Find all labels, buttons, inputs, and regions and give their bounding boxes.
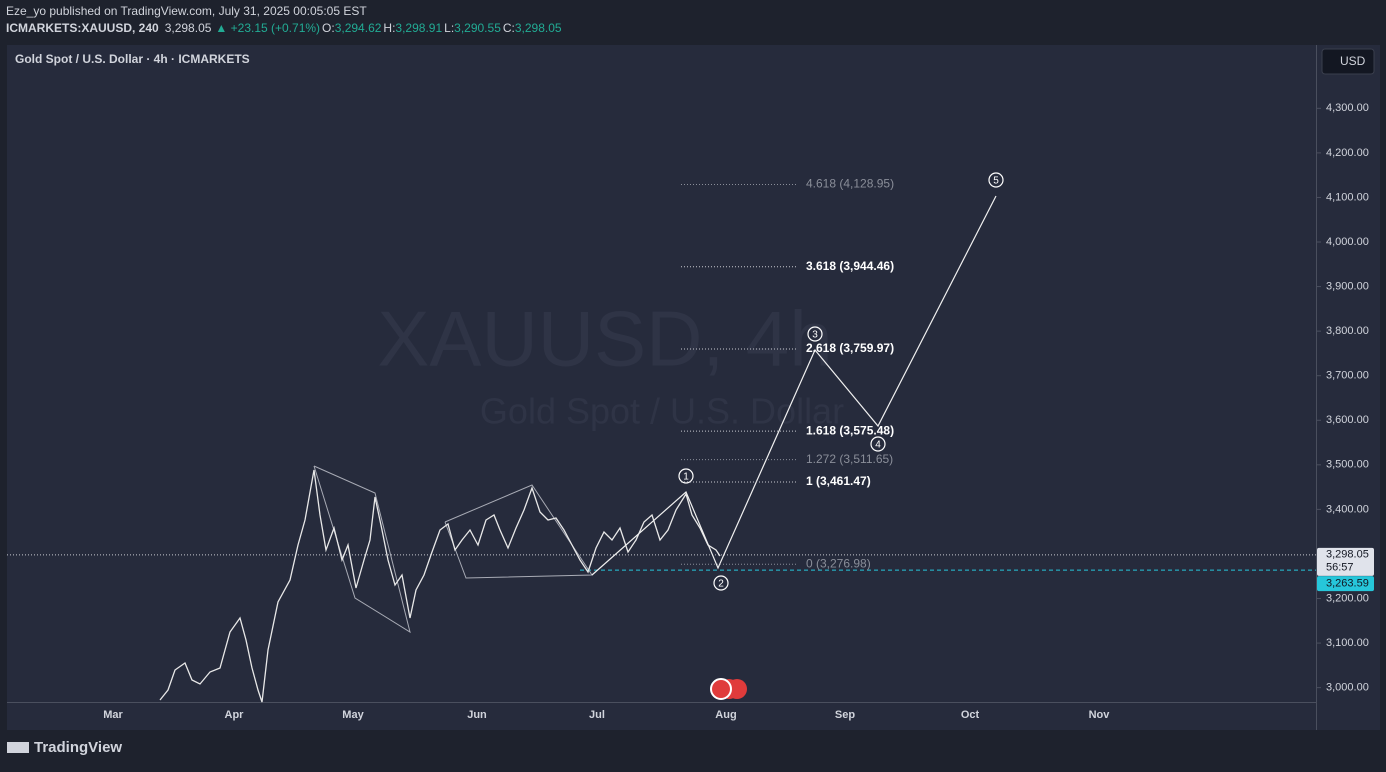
price-box [1317,547,1374,576]
last-price: 3,298.05 [165,21,212,35]
price-tick-label: 4,100.00 [1326,191,1369,203]
currency-label[interactable]: USD [1340,54,1366,68]
change: ▲ +23.15 (+0.71%) [215,21,320,35]
price-tick-label: 3,800.00 [1326,325,1369,337]
event-icons [710,678,747,700]
fib-label: 3.618 (3,944.46) [806,259,894,273]
wave-projection [591,195,997,576]
ohlc-key: L: [444,21,454,35]
month-label: Jun [467,709,487,721]
chart-title: Gold Spot / U.S. Dollar · 4h · ICMARKETS [15,52,250,66]
watermark: XAUUSD, 4h [377,295,832,383]
price-axis [1317,45,1380,730]
event-icon[interactable] [710,678,732,700]
fib-label: 1 (3,461.47) [806,474,871,488]
wave-label: 1 [683,472,689,483]
price-box-label: 3,298.05 [1326,549,1369,561]
fib-label: 0 (3,276.98) [806,556,871,570]
month-label: Oct [961,709,980,721]
fib-label: 1.272 (3,511.65) [806,452,893,466]
wave-label: 2 [718,579,724,590]
price-tick-label: 3,700.00 [1326,370,1369,382]
wave-labels: 1 2 3 4 5 [678,172,1004,591]
line-box [1317,576,1374,592]
month-label: Aug [715,709,736,721]
chart-pane [7,45,1316,702]
ohlc-value: 3,298.91 [395,21,442,35]
month-label: Apr [225,709,245,721]
ohlc-key: C: [503,21,515,35]
pattern [313,465,411,634]
countdown: 56:57 [1326,562,1354,574]
price-grid [7,554,1316,571]
wave-circle [870,436,886,452]
price-path [159,469,721,703]
month-label: Nov [1089,709,1111,721]
wave-circle [988,172,1004,188]
price-tick-label: 3,100.00 [1326,637,1369,649]
price-tick-label: 4,000.00 [1326,236,1369,248]
fib-label: 2.618 (3,759.97) [806,341,894,355]
logo-mark [7,742,29,753]
month-label: Jul [589,709,605,721]
ohlc-key: H: [383,21,395,35]
ohlc-value: 3,294.62 [335,21,382,35]
ohlc-value: 3,298.05 [515,21,562,35]
wave-circle [807,326,823,342]
month-label: May [342,709,364,721]
line-box-label: 3,263.59 [1326,578,1369,590]
month-label: Mar [103,709,123,721]
wave-label: 3 [812,330,818,341]
price-tick-label: 3,900.00 [1326,280,1369,292]
time-axis [7,702,1316,730]
wave-label: 4 [875,440,881,451]
footer-logo: TradingView [7,739,122,756]
currency-button[interactable] [1321,48,1375,75]
wave-circle [713,575,729,591]
price-tick-label: 3,400.00 [1326,503,1369,515]
watermark-sub: Gold Spot / U.S. Dollar [480,391,844,432]
published-line: Eze_yo published on TradingView.com, Jul… [6,4,367,18]
wave-label: 5 [993,176,999,187]
price-tick-label: 3,500.00 [1326,459,1369,471]
fib-label: 4.618 (4,128.95) [806,177,894,191]
ohlc-key: O: [322,21,335,35]
ohlc-value: 3,290.55 [454,21,501,35]
price-tick-label: 3,600.00 [1326,414,1369,426]
price-tick-label: 4,300.00 [1326,102,1369,114]
time-labels: Mar Apr May Jun Jul Aug Sep Oct Nov [103,709,1110,721]
price-tick-label: 3,000.00 [1326,682,1369,694]
month-label: Sep [835,709,855,721]
price-tick-label: 3,200.00 [1326,592,1369,604]
symbol: ICMARKETS:XAUUSD, 240 [6,21,159,35]
wave-circle [678,468,694,484]
price-ticks: 3,000.003,100.003,200.003,300.003,400.00… [1317,102,1374,694]
brand: TradingView [34,739,122,756]
symbol-line: ICMARKETS:XAUUSD, 240 3,298.05 ▲ +23.15 (… [6,21,562,35]
fib-label: 1.618 (3,575.48) [806,423,894,437]
price-tick-label: 4,200.00 [1326,147,1369,159]
fib-levels: 4.618 (4,128.95) 3.618 (3,944.46) 2.618 (3… [681,177,894,570]
